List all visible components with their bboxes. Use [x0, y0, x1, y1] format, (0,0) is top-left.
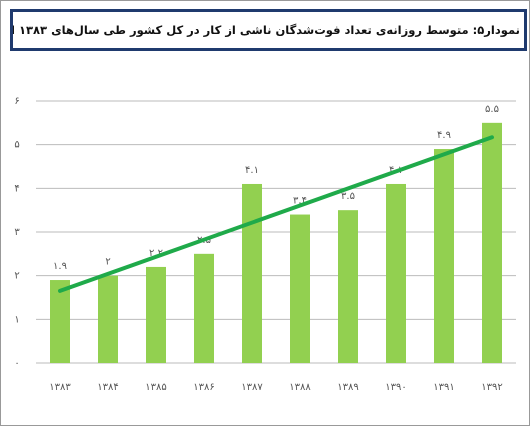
x-tick-label: ۱۳۸۸ [289, 382, 311, 393]
y-tick-label: ۱ [14, 314, 19, 325]
bar [146, 266, 166, 363]
value-label: ۳.۴ [293, 196, 307, 207]
chart-title: نمودار۵: متوسط روزانه‌ی تعداد فوت‌شدگان … [10, 9, 527, 51]
x-tick-label: ۱۳۸۶ [193, 382, 214, 393]
value-label: ۵.۵ [485, 104, 499, 115]
y-tick-label: ۲ [14, 271, 19, 282]
y-tick-label: ۰ [14, 358, 19, 369]
y-tick-label: ۶ [14, 96, 19, 107]
y-tick-label: ۴ [14, 183, 19, 194]
value-label: ۱.۹ [53, 261, 67, 272]
value-label: ۳.۵ [341, 191, 355, 202]
x-tick-label: ۱۳۸۴ [97, 382, 118, 393]
value-label: ۴.۱ [245, 165, 259, 176]
value-label: ۴.۹ [437, 130, 451, 141]
x-tick-label: ۱۳۸۵ [145, 382, 166, 393]
x-tick-label: ۱۳۸۷ [241, 382, 263, 393]
y-tick-label: ۳ [14, 227, 20, 238]
x-tick-label: ۱۳۹۱ [433, 382, 454, 393]
x-tick-label: ۱۳۸۹ [337, 382, 358, 393]
bar [50, 280, 70, 363]
bar [98, 275, 118, 363]
x-tick-label: ۱۳۹۲ [481, 382, 502, 393]
bar [194, 253, 214, 363]
trendline [58, 135, 494, 293]
x-tick-label: ۱۳۸۳ [49, 382, 71, 393]
bar [338, 210, 358, 363]
x-tick-label: ۱۳۹۰ [385, 382, 406, 393]
value-label: ۲ [105, 257, 110, 268]
bar [290, 214, 310, 363]
bar [482, 122, 502, 363]
bar [242, 183, 262, 363]
value-label: ۲.۲ [149, 248, 163, 259]
y-tick-label: ۵ [14, 140, 19, 151]
bar [386, 183, 406, 363]
bar [434, 149, 454, 363]
